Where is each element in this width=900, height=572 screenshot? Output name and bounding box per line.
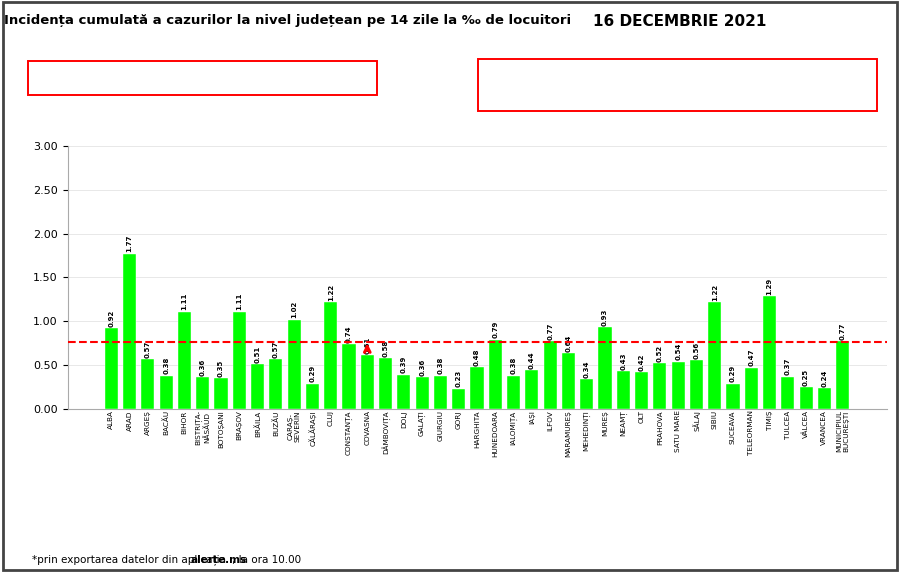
Bar	[471, 367, 483, 409]
Bar	[726, 384, 740, 409]
Bar	[123, 254, 136, 409]
Bar	[671, 362, 685, 409]
Bar	[452, 389, 465, 409]
Bar	[269, 359, 283, 409]
Bar	[288, 320, 301, 409]
Text: Incidența cumulată a cazurilor la nivel județean pe 14 zile la ‰ de locuitori: Incidența cumulată a cazurilor la nivel …	[4, 14, 572, 27]
Bar	[781, 376, 795, 409]
Bar	[233, 312, 246, 409]
Text: 0.43: 0.43	[620, 352, 626, 370]
Text: 0.74: 0.74	[346, 325, 352, 343]
Text: 0.38: 0.38	[163, 357, 169, 374]
Bar	[689, 360, 703, 409]
Text: 1.02: 1.02	[292, 301, 297, 318]
Text: 0.38: 0.38	[510, 357, 517, 374]
Text: 0.79: 0.79	[492, 321, 499, 339]
Text: 0.54: 0.54	[675, 343, 681, 360]
Text: 0.48: 0.48	[474, 348, 480, 366]
Text: 1.77: 1.77	[127, 235, 132, 252]
Text: alerte.ms: alerte.ms	[191, 555, 247, 565]
Text: 16 DECEMBRIE 2021: 16 DECEMBRIE 2021	[593, 14, 766, 29]
Text: 0.42: 0.42	[639, 353, 644, 371]
Bar	[507, 376, 520, 409]
Bar	[361, 355, 374, 409]
Text: Total județe care au înregistrat creștere: 1: Total județe care au înregistrat creșter…	[43, 72, 278, 84]
Bar	[104, 328, 118, 409]
Text: 1.11: 1.11	[182, 293, 187, 310]
Text: 0.64: 0.64	[565, 334, 572, 352]
Text: 0.44: 0.44	[529, 351, 535, 369]
Bar	[562, 353, 575, 409]
Text: 0.57: 0.57	[145, 340, 151, 358]
Bar	[818, 388, 831, 409]
Bar	[196, 378, 210, 409]
Text: 0.61: 0.61	[364, 337, 370, 354]
Text: 0.34: 0.34	[584, 360, 590, 378]
Text: 0.77: 0.77	[547, 323, 553, 340]
Bar	[526, 371, 538, 409]
Bar	[397, 375, 410, 409]
Bar	[342, 344, 356, 409]
Text: 0.29: 0.29	[310, 365, 315, 382]
Bar	[616, 371, 630, 409]
Text: 0.93: 0.93	[602, 309, 608, 326]
Bar	[763, 296, 776, 409]
Bar	[708, 302, 721, 409]
Text: 0.56: 0.56	[693, 341, 699, 359]
Text: 0.51: 0.51	[255, 345, 261, 363]
Bar	[214, 378, 228, 409]
Text: 0.24: 0.24	[822, 370, 827, 387]
Bar	[251, 364, 265, 409]
Bar	[635, 372, 648, 409]
Bar	[489, 340, 502, 409]
Bar	[141, 359, 155, 409]
Text: , la ora 10.00: , la ora 10.00	[232, 555, 302, 565]
Text: 1.29: 1.29	[767, 277, 772, 295]
Text: 0.92: 0.92	[108, 309, 114, 327]
Bar	[379, 358, 392, 409]
Text: MEDIA NATIONALA - 0.76-  raportat la populația României,
conform datelor INS: MEDIA NATIONALA - 0.76- raportat la popu…	[489, 74, 865, 97]
Text: 1.11: 1.11	[237, 293, 242, 310]
Bar	[836, 341, 850, 409]
Bar	[416, 378, 428, 409]
Text: 0.77: 0.77	[840, 323, 846, 340]
Bar	[653, 363, 666, 409]
Bar	[178, 312, 191, 409]
Text: 1.22: 1.22	[712, 284, 717, 301]
Bar	[744, 368, 758, 409]
Text: 0.25: 0.25	[803, 368, 809, 386]
Text: 0.36: 0.36	[200, 359, 206, 376]
Text: 0.47: 0.47	[748, 349, 754, 367]
Text: 0.38: 0.38	[437, 357, 444, 374]
Text: 0.39: 0.39	[400, 356, 407, 374]
Text: 0.57: 0.57	[273, 340, 279, 358]
Bar	[306, 384, 319, 409]
Bar	[799, 387, 813, 409]
Bar	[434, 376, 447, 409]
Text: 0.23: 0.23	[455, 370, 462, 387]
Bar	[580, 379, 593, 409]
Bar	[324, 302, 338, 409]
Text: 0.29: 0.29	[730, 365, 736, 382]
Bar	[598, 327, 612, 409]
Text: 1.22: 1.22	[328, 284, 334, 301]
Text: 0.52: 0.52	[657, 345, 662, 362]
Text: 0.36: 0.36	[419, 359, 425, 376]
Text: *prin exportarea datelor din aplicația: *prin exportarea datelor din aplicația	[32, 554, 229, 565]
Text: 0.35: 0.35	[218, 360, 224, 377]
Bar	[159, 376, 173, 409]
Bar	[544, 341, 557, 409]
Text: 0.37: 0.37	[785, 358, 791, 375]
Text: 0.58: 0.58	[382, 340, 389, 357]
